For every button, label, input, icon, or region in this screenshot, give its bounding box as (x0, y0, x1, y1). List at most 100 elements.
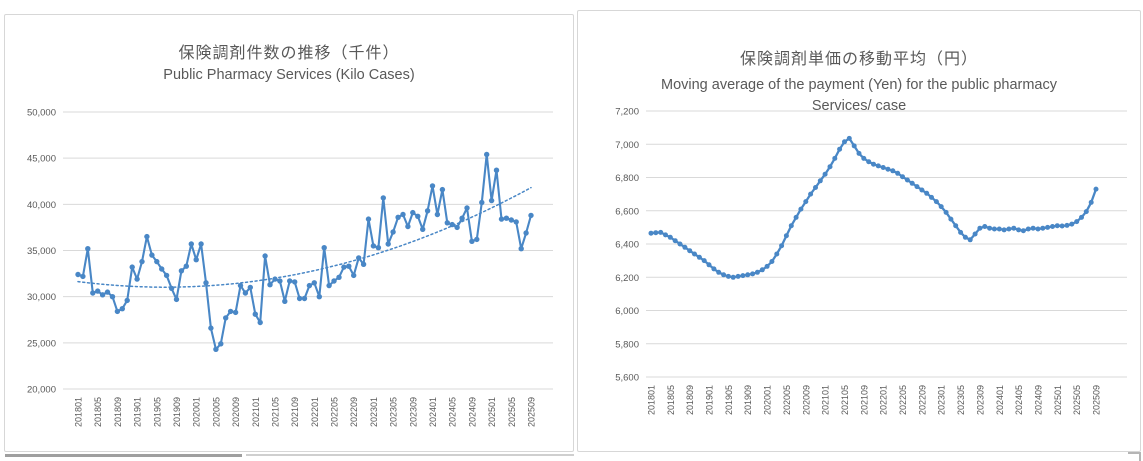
data-point-marker (410, 209, 416, 216)
data-point-marker (1040, 225, 1046, 231)
data-point-marker (871, 161, 876, 167)
y-tick-label: 7,200 (615, 107, 639, 118)
data-point-marker (311, 280, 317, 286)
data-point-marker (331, 278, 337, 284)
data-point-marker (827, 164, 833, 170)
data-point-marker (740, 273, 746, 279)
data-point-marker (837, 146, 843, 152)
x-tick-label: 201909 (743, 385, 753, 415)
data-point-marker (817, 178, 823, 184)
data-point-marker (1011, 225, 1017, 231)
data-point-marker (711, 266, 717, 272)
x-tick-label: 202501 (487, 397, 497, 427)
data-point-marker (1088, 199, 1094, 205)
data-point-marker (178, 268, 185, 274)
data-point-marker (890, 168, 896, 174)
data-point-marker (696, 254, 702, 260)
x-tick-label: 202309 (975, 385, 985, 415)
x-tick-label: 202509 (527, 397, 537, 427)
x-tick-label: 202209 (917, 385, 927, 415)
data-point-marker (341, 264, 347, 270)
data-point-marker (124, 297, 130, 304)
data-point-marker (672, 238, 678, 244)
x-tick-label: 201801 (74, 397, 84, 427)
data-point-marker (183, 263, 189, 269)
chart-card-unit-price[interactable]: 保険調剤単価の移動平均（円） Moving average of the pay… (577, 10, 1141, 452)
data-point-marker (242, 290, 249, 296)
x-tick-label: 202209 (349, 397, 359, 427)
data-point-marker (493, 167, 500, 173)
clipped-chart-border-fragment (246, 454, 574, 456)
x-tick-label: 202101 (251, 397, 261, 427)
data-point-marker (390, 229, 396, 235)
data-point-marker (469, 238, 475, 244)
x-tick-label: 202301 (369, 397, 379, 427)
data-point-marker (232, 309, 239, 316)
data-point-marker (247, 284, 253, 291)
x-tick-label: 202205 (330, 397, 340, 427)
y-tick-label: 25,000 (27, 338, 56, 349)
x-tick-label: 202409 (1033, 385, 1043, 415)
data-point-marker (109, 294, 116, 300)
data-point-marker (272, 276, 278, 282)
case-count-line-chart: 20,000 25,000 30,000 35,000 40,000 45,000 50,0… (27, 108, 553, 427)
data-point-marker (90, 290, 96, 296)
data-point-marker (929, 194, 934, 200)
data-point-marker (914, 184, 920, 190)
data-point-marker (793, 214, 799, 220)
data-point-marker (420, 226, 426, 232)
data-point-marker (1035, 226, 1041, 232)
x-tick-label: 202109 (859, 385, 869, 415)
x-tick-label: 202009 (231, 397, 241, 427)
data-point-marker (1064, 222, 1070, 228)
x-tick-label: 202105 (840, 385, 850, 415)
data-point-marker (1025, 226, 1031, 232)
chart-card-case-count[interactable]: 保険調剤件数の推移（千件） Public Pharmacy Services (… (4, 14, 574, 452)
data-point-marker (168, 285, 175, 292)
data-point-marker (223, 315, 229, 321)
data-point-marker (687, 248, 693, 254)
data-point-marker (434, 211, 441, 218)
data-series-line (649, 137, 1098, 279)
data-point-marker (909, 180, 915, 186)
data-point-marker (139, 258, 145, 265)
data-point-marker (788, 223, 794, 229)
data-point-marker (439, 186, 446, 193)
x-tick-label: 201905 (152, 397, 162, 427)
y-tick-label: 6,200 (615, 273, 639, 284)
data-point-marker (875, 163, 881, 169)
data-point-marker (267, 282, 273, 288)
data-point-marker (356, 255, 362, 261)
data-point-marker (967, 237, 973, 243)
data-point-marker (1054, 223, 1060, 229)
data-point-marker (1001, 227, 1007, 233)
x-tick-label: 202505 (1072, 385, 1082, 415)
trendline (77, 186, 532, 288)
data-point-marker (851, 143, 857, 149)
data-point-marker (842, 139, 847, 145)
clipped-chart-border-fragment (1139, 452, 1141, 461)
data-point-marker (953, 223, 959, 229)
y-tick-label: 35,000 (27, 246, 56, 257)
x-tick-label: 201805 (93, 397, 103, 427)
data-point-marker (924, 190, 930, 196)
y-tick-label: 6,400 (615, 240, 639, 251)
x-tick-label: 201805 (666, 385, 676, 415)
x-tick-label: 202509 (1092, 385, 1102, 415)
data-point-marker (257, 319, 263, 326)
data-point-marker (365, 216, 372, 222)
data-point-marker (667, 234, 673, 240)
data-point-marker (813, 185, 818, 190)
data-point-marker (769, 259, 775, 264)
data-point-marker (725, 273, 731, 279)
data-point-marker (444, 220, 450, 226)
data-point-marker (895, 170, 901, 176)
data-point-marker (149, 252, 155, 258)
x-tick-label: 202005 (782, 385, 792, 415)
data-point-marker (287, 278, 293, 284)
data-point-marker (745, 272, 751, 278)
data-point-marker (99, 292, 106, 298)
data-point-marker (459, 215, 465, 221)
data-point-marker (1059, 223, 1065, 229)
data-point-marker (484, 151, 490, 158)
